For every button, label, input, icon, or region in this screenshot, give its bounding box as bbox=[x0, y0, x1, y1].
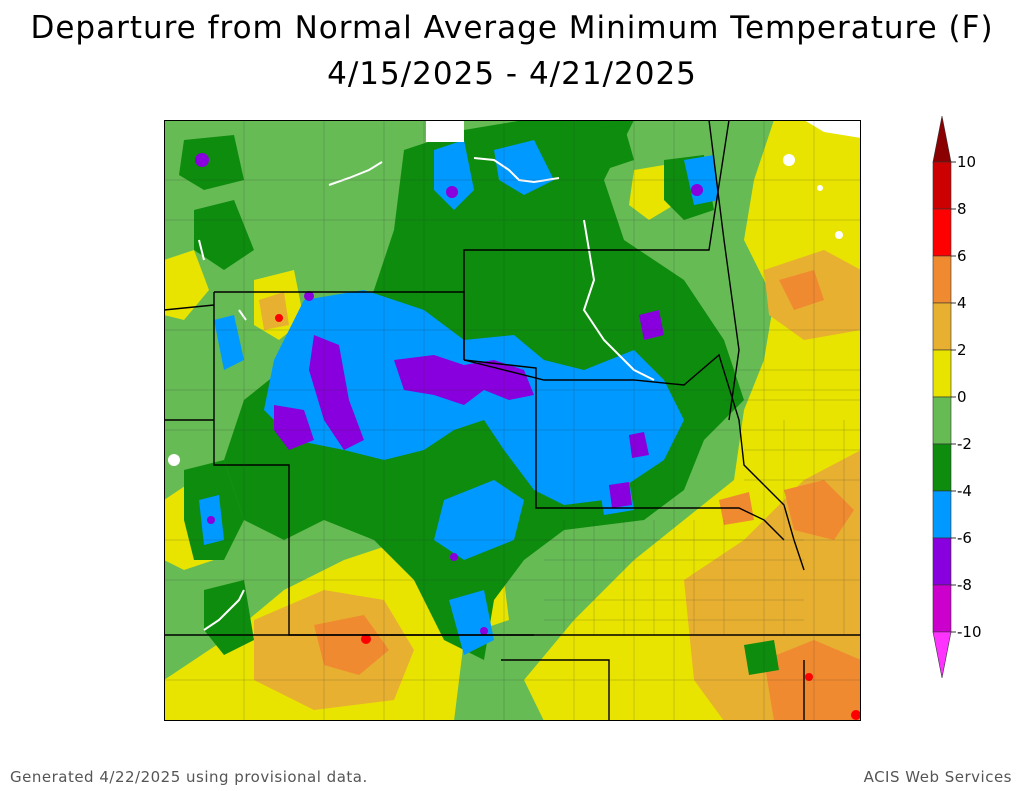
legend-bin bbox=[932, 537, 952, 586]
legend-tick-label: -10 bbox=[957, 623, 982, 641]
legend-bin bbox=[932, 349, 952, 398]
state-boundaries bbox=[164, 120, 861, 721]
legend-bin-bottom bbox=[932, 631, 952, 679]
generated-note: Generated 4/22/2025 using provisional da… bbox=[10, 768, 368, 786]
legend-tick-label: 2 bbox=[957, 341, 967, 359]
legend-tick-label: 8 bbox=[957, 200, 967, 218]
white-no-data-areas bbox=[168, 120, 861, 466]
legend-bin bbox=[932, 396, 952, 445]
legend-bin bbox=[932, 161, 952, 210]
legend-bin bbox=[932, 302, 952, 351]
contour-minus8-to-minus6 bbox=[195, 153, 703, 635]
legend-bin bbox=[932, 584, 952, 633]
map-title: Departure from Normal Average Minimum Te… bbox=[30, 10, 994, 46]
legend-bin bbox=[932, 208, 952, 257]
color-scale-legend: 10 8 6 4 2 0 -2 -4 -6 -8 -10 bbox=[932, 115, 982, 679]
temperature-departure-map bbox=[164, 120, 861, 721]
legend-bin bbox=[932, 255, 952, 304]
legend-tick-label: -2 bbox=[957, 435, 972, 453]
source-credit: ACIS Web Services bbox=[863, 768, 1012, 786]
contour-4-to-6 bbox=[314, 270, 861, 721]
legend-bin bbox=[932, 490, 952, 539]
date-range-subtitle: 4/15/2025 - 4/21/2025 bbox=[327, 56, 697, 92]
legend-tick-label: -8 bbox=[957, 576, 972, 594]
legend-bin-top bbox=[932, 115, 952, 163]
county-boundaries bbox=[164, 120, 861, 721]
legend-tick-label: 4 bbox=[957, 294, 967, 312]
legend-tick-label: 6 bbox=[957, 247, 967, 265]
legend-tick-label: -6 bbox=[957, 529, 972, 547]
legend-tick-label: 10 bbox=[957, 153, 976, 171]
contour-6-to-8 bbox=[275, 314, 861, 720]
legend-tick-label: -4 bbox=[957, 482, 972, 500]
legend-bin bbox=[932, 443, 952, 492]
legend-tick-label: 0 bbox=[957, 388, 967, 406]
